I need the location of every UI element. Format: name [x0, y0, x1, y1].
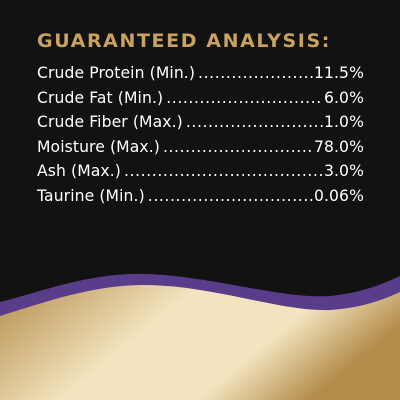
dot-leader: ........................................…	[147, 186, 313, 205]
dot-leader: ........................................…	[166, 88, 323, 107]
guaranteed-analysis-heading: GUARANTEED ANALYSIS:	[37, 30, 331, 52]
nutrient-value: 78.0%	[313, 137, 364, 156]
nutrient-label: Crude Fat (Min.)	[37, 88, 164, 107]
analysis-row: Crude Protein (Min.) ...................…	[37, 61, 364, 86]
nutrient-value: 11.5%	[313, 64, 364, 82]
nutrient-label: Crude Fiber (Max.)	[37, 113, 183, 132]
dot-leader: ........................................…	[124, 162, 323, 181]
analysis-row: Taurine (Min.) .........................…	[37, 184, 364, 209]
nutrient-value: 1.0%	[323, 113, 364, 132]
nutrient-label: Taurine (Min.)	[37, 186, 145, 205]
analysis-table: Crude Protein (Min.) ...................…	[37, 61, 364, 209]
gold-wave-band	[0, 284, 400, 400]
dot-leader: ........................................…	[162, 137, 313, 156]
nutrient-value: 3.0%	[323, 162, 364, 181]
analysis-row: Moisture (Max.) ........................…	[37, 135, 364, 160]
nutrient-label: Ash (Max.)	[37, 162, 121, 181]
analysis-row: Crude Fat (Min.) .......................…	[37, 86, 364, 111]
nutrient-label: Moisture (Max.)	[37, 137, 160, 156]
nutrient-value: 0.06%	[313, 186, 364, 205]
dot-leader: ........................................…	[198, 64, 313, 82]
analysis-row: Ash (Max.) .............................…	[37, 159, 364, 184]
dot-leader: ........................................…	[185, 113, 323, 132]
nutrient-value: 6.0%	[323, 88, 364, 107]
analysis-row: Crude Fiber (Max.) .....................…	[37, 110, 364, 135]
nutrient-label: Crude Protein (Min.)	[37, 64, 196, 82]
